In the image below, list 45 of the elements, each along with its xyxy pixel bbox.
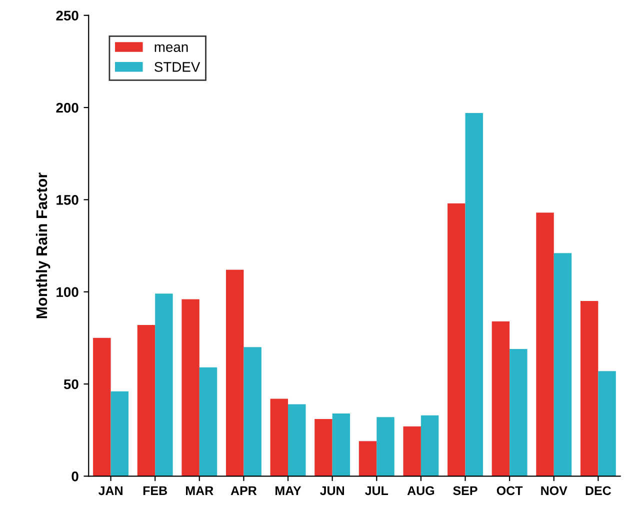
bar xyxy=(314,419,332,476)
y-tick-label: 50 xyxy=(64,379,78,390)
x-tick-label: MAY xyxy=(276,486,302,495)
bar xyxy=(155,294,173,476)
legend-label: STDEV xyxy=(154,62,200,72)
x-tick-label: AUG xyxy=(407,486,434,496)
bar xyxy=(332,413,350,476)
bar xyxy=(226,270,244,476)
bar xyxy=(465,113,483,476)
x-tick-label: SEP xyxy=(453,486,478,496)
bar xyxy=(580,301,598,476)
bar xyxy=(554,253,572,476)
bar xyxy=(199,367,218,476)
x-tick-label: NOV xyxy=(541,486,568,496)
bar xyxy=(358,441,377,476)
bar xyxy=(244,347,262,476)
bar xyxy=(93,338,111,476)
x-tick-label: DEC xyxy=(586,486,612,496)
bar xyxy=(376,417,394,476)
bar xyxy=(492,321,510,476)
y-tick-label: 250 xyxy=(56,10,78,21)
bar xyxy=(110,391,128,476)
y-tick-label: 200 xyxy=(56,102,78,113)
bar xyxy=(448,203,466,476)
bar xyxy=(510,348,528,476)
legend-label: mean xyxy=(154,44,188,52)
x-tick-label: MAR xyxy=(186,486,214,495)
bar xyxy=(270,398,288,476)
bar xyxy=(288,404,306,476)
y-tick-label: 0 xyxy=(72,471,78,482)
bar xyxy=(536,212,554,476)
bar xyxy=(182,299,200,476)
x-tick-label: OCT xyxy=(496,486,523,496)
x-tick-label: APR xyxy=(230,486,257,495)
x-tick-label: JAN xyxy=(98,486,122,496)
x-tick-label: JUL xyxy=(365,486,388,496)
bar xyxy=(420,415,439,476)
x-tick-label: FEB xyxy=(143,486,168,495)
x-tick-label: JUN xyxy=(320,486,344,496)
bar xyxy=(137,325,156,476)
bar xyxy=(403,426,421,476)
bar xyxy=(598,371,616,476)
y-tick-label: 150 xyxy=(56,195,78,205)
y-axis-title: Monthly Rain Factor xyxy=(36,172,50,318)
y-tick-label: 100 xyxy=(56,287,78,298)
